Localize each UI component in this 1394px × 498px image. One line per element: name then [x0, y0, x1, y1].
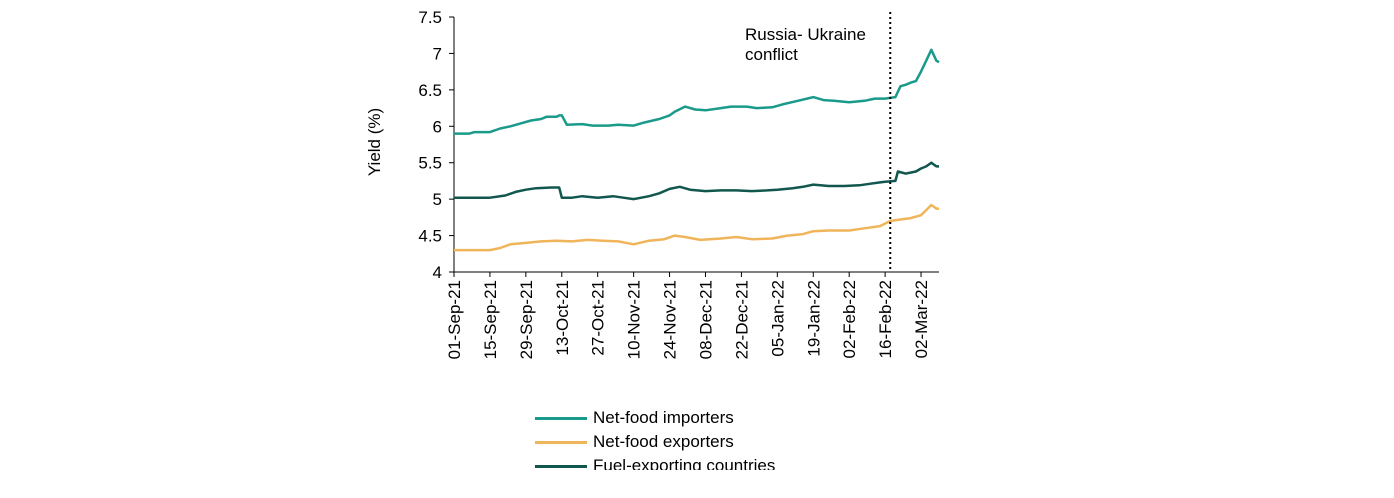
- x-axis: 01-Sep-21 15-Sep-21 29-Sep-21 13-Oct-21 27-O…: [445, 271, 939, 359]
- series-line-importers: [454, 48, 940, 135]
- legend-item-exporters: Net-food exporters: [535, 430, 855, 454]
- legend-swatch-fuel: [535, 464, 587, 468]
- annotation-layer: Russia- Ukraine conflict: [745, 12, 892, 272]
- y-tick-label: 7: [433, 44, 442, 63]
- y-axis-title: Yield (%): [365, 108, 384, 176]
- legend-item-importers: Net-food importers: [535, 406, 855, 430]
- y-tick-label: 4.5: [418, 227, 442, 246]
- x-tick-label: 05-Jan-22: [768, 280, 787, 357]
- x-tick-label: 15-Sep-21: [481, 280, 500, 359]
- y-tick-label: 7.5: [418, 8, 442, 27]
- annotation-label-line1: Russia- Ukraine: [745, 25, 866, 44]
- legend-item-fuel: Fuel-exporting countries: [535, 454, 855, 470]
- legend-label-exporters: Net-food exporters: [593, 432, 734, 451]
- legend-swatch-exporters: [535, 440, 587, 444]
- y-axis: 4 4.5 5 5.5 6 6.5 7 7.5: [418, 8, 455, 282]
- y-tick-label: 4: [433, 263, 442, 282]
- series-line-fuel: [454, 161, 939, 201]
- y-tick-label: 6.5: [418, 81, 442, 100]
- x-tick-label: 08-Dec-21: [696, 280, 715, 359]
- legend-swatch-importers: [535, 416, 587, 420]
- x-tick-label: 13-Oct-21: [553, 280, 572, 356]
- y-tick-label: 5.5: [418, 154, 442, 173]
- x-tick-label: 01-Sep-21: [445, 280, 464, 359]
- x-tick-label: 10-Nov-21: [625, 280, 644, 359]
- x-tick-label: 02-Mar-22: [912, 280, 931, 358]
- x-tick-label: 19-Jan-22: [804, 280, 823, 357]
- series-line-exporters: [454, 203, 939, 252]
- legend-label-fuel: Fuel-exporting countries: [593, 456, 776, 470]
- series-layer: [454, 48, 940, 252]
- y-tick-label: 5: [433, 190, 442, 209]
- legend: Net-food importers Net-food exporters Fu…: [535, 406, 855, 470]
- x-tick-label: 02-Feb-22: [840, 280, 859, 358]
- x-tick-label: 16-Feb-22: [876, 280, 895, 358]
- x-tick-label: 22-Dec-21: [732, 280, 751, 359]
- x-tick-label: 27-Oct-21: [589, 280, 608, 356]
- x-tick-label: 24-Nov-21: [661, 280, 680, 359]
- annotation-label-line2: conflict: [745, 45, 798, 64]
- y-tick-label: 6: [433, 117, 442, 136]
- x-tick-label: 29-Sep-21: [517, 280, 536, 359]
- line-chart: 4 4.5 5 5.5 6 6.5 7 7.5 01-Sep-21 15-Sep-21 29-Se…: [365, 8, 940, 359]
- legend-label-importers: Net-food importers: [593, 408, 734, 427]
